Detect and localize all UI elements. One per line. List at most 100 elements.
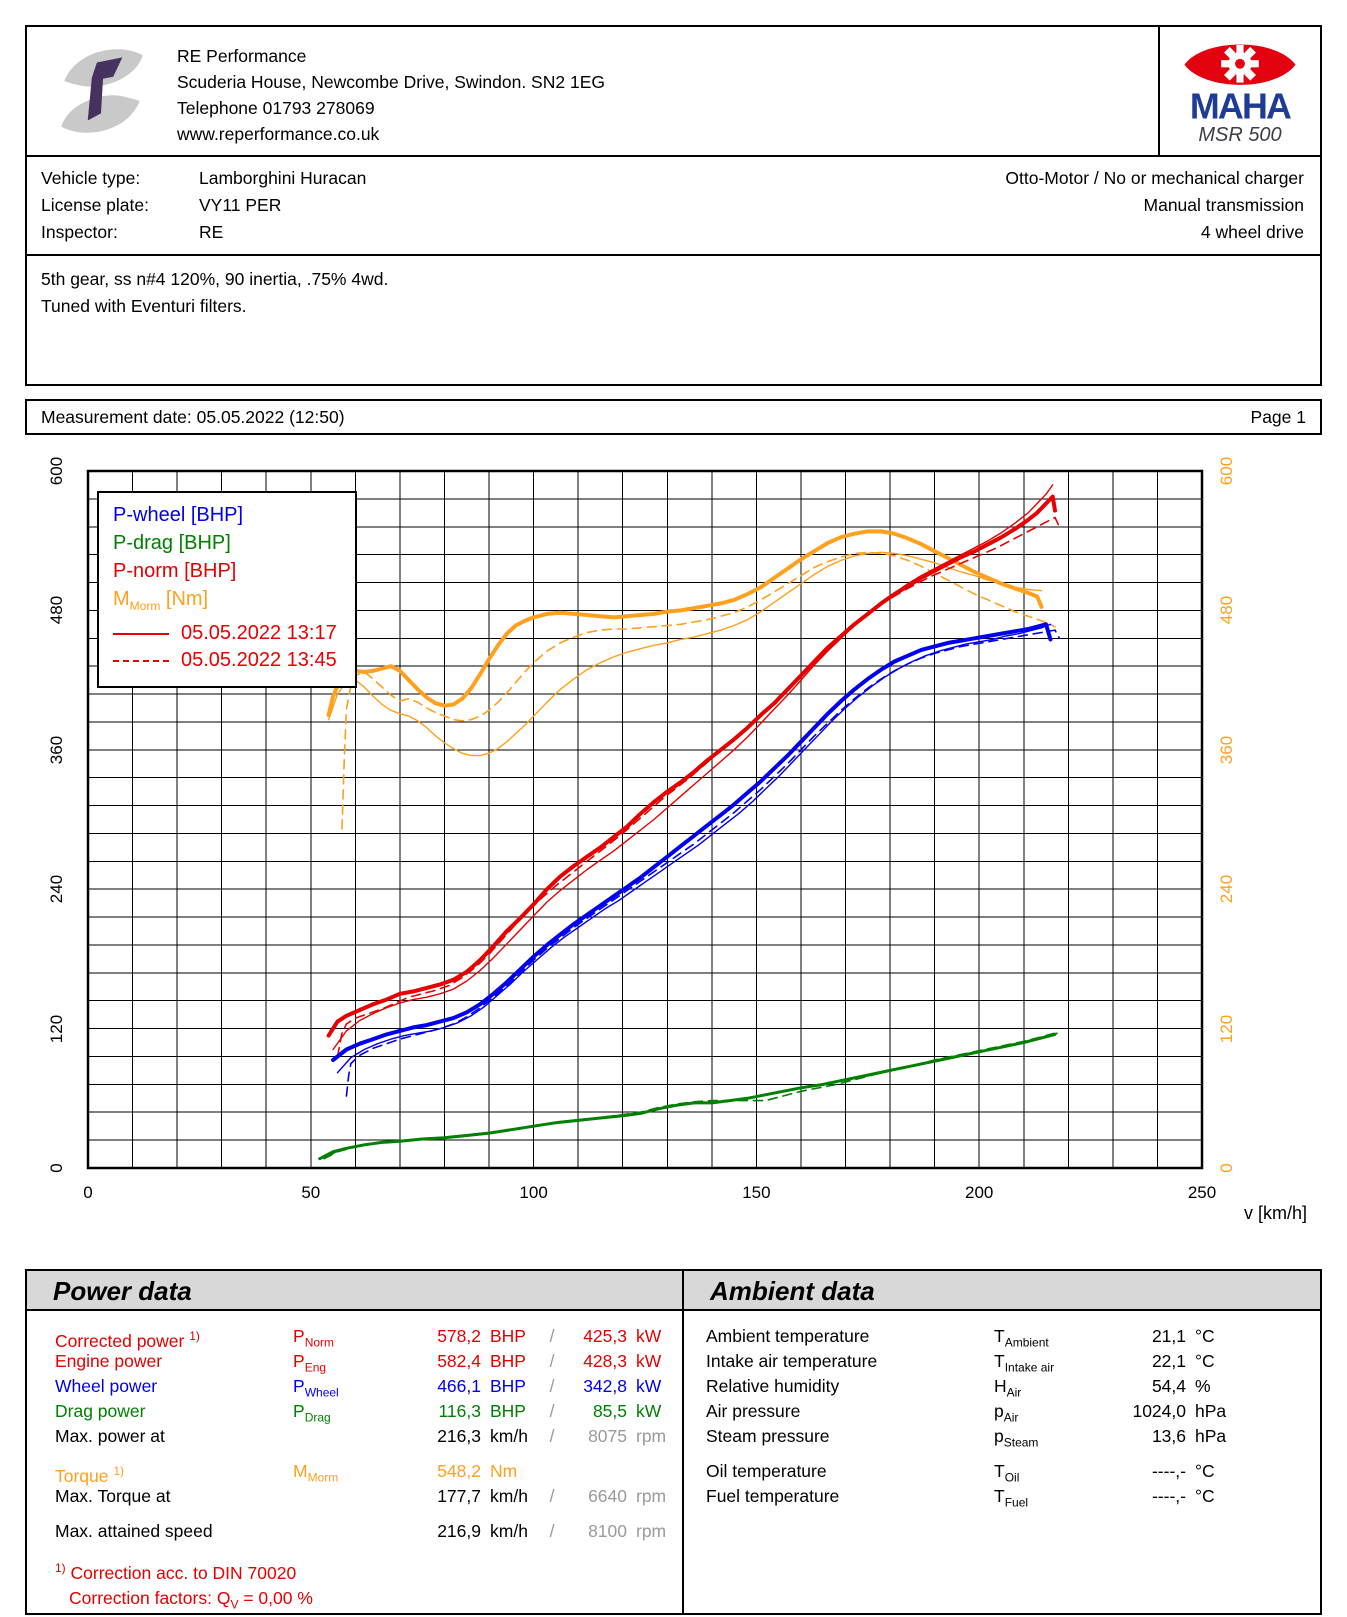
plot-border xyxy=(86,469,1204,1170)
row-symbol: HAir xyxy=(994,1376,1022,1400)
legend-entry: P-drag [BHP] xyxy=(113,532,231,554)
row-label: Engine power xyxy=(55,1351,163,1371)
company-web: www.reperformance.co.uk xyxy=(177,124,380,144)
row-value-secondary: 428,3 xyxy=(583,1351,627,1371)
row-unit-primary: BHP xyxy=(490,1326,526,1346)
row-separator: / xyxy=(549,1426,555,1446)
row-separator: / xyxy=(549,1521,555,1541)
y-axis-label-left: 240 xyxy=(47,875,66,904)
row-value: 22,1 xyxy=(1151,1351,1186,1371)
series-line xyxy=(341,551,1056,830)
row-unit-primary: km/h xyxy=(490,1486,528,1506)
series-line xyxy=(336,623,1052,1074)
inspector-label: Inspector: xyxy=(41,222,118,242)
row-unit-primary: BHP xyxy=(490,1351,526,1371)
row-symbol: PWheel xyxy=(293,1376,339,1400)
y-axis-label-right: 240 xyxy=(1217,875,1236,904)
row-value-primary: 548,2 xyxy=(437,1461,481,1481)
row-separator: / xyxy=(549,1401,555,1421)
row-unit-primary: BHP xyxy=(490,1401,526,1421)
row-unit: °C xyxy=(1195,1486,1215,1506)
power-data-row: Engine power PEng 582,4 BHP / 428,3 kW xyxy=(27,1349,682,1375)
row-value-secondary: 6640 xyxy=(588,1486,627,1506)
row-separator: / xyxy=(549,1351,555,1371)
vehicle-type-value: Lamborghini Huracan xyxy=(199,168,367,188)
series-line xyxy=(345,629,1061,1097)
row-value-secondary: 8075 xyxy=(588,1426,627,1446)
row-unit-secondary: rpm xyxy=(636,1486,667,1506)
power-data-column: Power data Corrected power 1) PNorm 578,2 B… xyxy=(27,1271,682,1613)
comment-line-2: Tuned with Eventuri filters. xyxy=(41,296,247,316)
row-unit-secondary: kW xyxy=(636,1401,662,1421)
row-value-primary: 582,4 xyxy=(437,1351,481,1371)
y-axis-label-right: 600 xyxy=(1217,456,1236,486)
power-data-row: Drag power PDrag 116,3 BHP / 85,5 kW xyxy=(27,1399,682,1425)
measurement-date: Measurement date: 05.05.2022 (12:50) xyxy=(41,406,345,427)
row-value: ----,- xyxy=(1151,1461,1186,1481)
ambient-data-row: Air pressure pAir 1024,0 hPa xyxy=(684,1399,1320,1425)
maha-logo-icon: MAHA xyxy=(1184,44,1296,122)
vehicle-type-label: Vehicle type: xyxy=(41,168,141,188)
row-label: Torque 1) xyxy=(55,1464,125,1486)
data-section: Power data Corrected power 1) PNorm 578,2 B… xyxy=(25,1269,1322,1615)
header-section: RE Performance Scuderia House, Newcombe … xyxy=(25,25,1322,386)
row-symbol: PDrag xyxy=(293,1401,331,1425)
row-symbol: PNorm xyxy=(293,1326,335,1350)
row-symbol: MMorm xyxy=(293,1461,339,1485)
row-symbol: TFuel xyxy=(994,1486,1029,1510)
header-row: RE Performance Scuderia House, Newcombe … xyxy=(27,27,1320,157)
maha-logo-cell: MAHA MSR 500 xyxy=(1158,27,1320,155)
inspector-value: RE xyxy=(199,222,224,242)
row-label: Relative humidity xyxy=(706,1376,840,1396)
row-unit: °C xyxy=(1195,1326,1215,1346)
row-unit-primary: Nm xyxy=(490,1461,518,1481)
row-value-primary: 116,3 xyxy=(438,1401,482,1421)
row-label: Steam pressure xyxy=(706,1426,830,1446)
x-axis-label: 250 xyxy=(1187,1183,1217,1202)
measurement-date-bar: Measurement date: 05.05.2022 (12:50) Pag… xyxy=(25,399,1322,435)
row-symbol: TIntake air xyxy=(994,1351,1055,1375)
y-axis-label-left: 120 xyxy=(47,1014,66,1043)
row-symbol: TAmbient xyxy=(994,1326,1049,1350)
solid-line-sample-icon xyxy=(113,632,169,635)
company-phone: Telephone 01793 278069 xyxy=(177,98,375,118)
power-data-row: Corrected power 1) PNorm 578,2 BHP / 425,3 kW xyxy=(27,1324,682,1351)
dyno-chart: 0 120 240 360 480 600 0 120 240 360 480 600 0 50 100… xyxy=(0,435,1347,1253)
legend-entry: P-norm [BHP] xyxy=(113,560,237,582)
legend-entry: P-wheel [BHP] xyxy=(113,504,244,526)
dyno-report-page: RE Performance Scuderia House, Newcombe … xyxy=(0,25,1347,1615)
row-unit-secondary: rpm xyxy=(636,1426,667,1446)
row-unit-secondary: kW xyxy=(636,1376,662,1396)
row-label: Oil temperature xyxy=(706,1461,827,1481)
ambient-data-title: Ambient data xyxy=(710,1276,875,1306)
row-value: ----,- xyxy=(1151,1486,1186,1506)
x-axis-label: 0 xyxy=(83,1183,93,1202)
row-unit-secondary: kW xyxy=(636,1351,662,1371)
row-symbol: pAir xyxy=(994,1401,1019,1425)
y-axis-label-left: 480 xyxy=(47,596,66,625)
ambient-data-row: Intake air temperature TIntake air 22,1 °C xyxy=(684,1349,1320,1375)
x-axis-label: 200 xyxy=(965,1183,994,1202)
row-symbol: PEng xyxy=(293,1351,327,1375)
power-data-row: Max. attained speed 216,9 km/h / 8100 rpm xyxy=(27,1519,682,1544)
y-axis-label-left: 600 xyxy=(47,456,66,486)
row-unit: °C xyxy=(1195,1351,1215,1371)
footnote-line-1: 1) Correction acc. to DIN 70020 xyxy=(55,1561,297,1583)
row-separator: / xyxy=(549,1326,555,1346)
row-value: 1024,0 xyxy=(1132,1401,1186,1421)
y-axis-label-right: 360 xyxy=(1217,735,1236,764)
row-symbol: TOil xyxy=(994,1461,1020,1485)
series-line xyxy=(327,551,1043,757)
y-axis-label-right: 480 xyxy=(1217,596,1236,625)
power-data-rows: Corrected power 1) PNorm 578,2 BHP/425,3 kW E… xyxy=(27,1311,682,1544)
row-label: Wheel power xyxy=(55,1376,158,1396)
power-data-row: Max. Torque at 177,7 km/h / 6640 rpm xyxy=(27,1484,682,1509)
legend-run-label: 05.05.2022 13:45 xyxy=(181,649,337,671)
power-data-header: Power data xyxy=(27,1271,682,1311)
power-data-row: Torque 1) MMorm 548,2 Nm xyxy=(27,1459,682,1486)
footnote-line-2: Correction factors: QV = 0,00 % xyxy=(69,1587,313,1612)
re-performance-logo xyxy=(27,27,177,155)
company-address: Scuderia House, Newcombe Drive, Swindon.… xyxy=(177,72,605,92)
ambient-data-header: Ambient data xyxy=(684,1271,1320,1311)
power-data-row: Max. power at 216,3 km/h / 8075 rpm xyxy=(27,1424,682,1449)
